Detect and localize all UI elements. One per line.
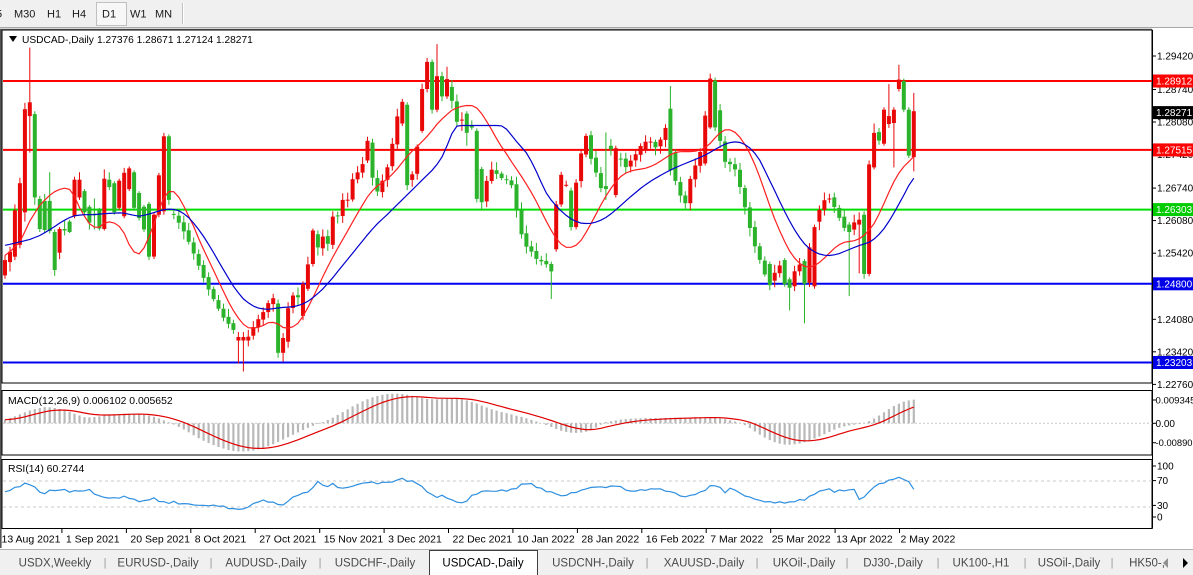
svg-text:13 Apr 2022: 13 Apr 2022 (836, 534, 893, 546)
svg-text:MN: MN (155, 9, 172, 21)
svg-text:1.23203: 1.23203 (1156, 358, 1193, 369)
svg-text:1.26740: 1.26740 (1157, 184, 1193, 195)
svg-text:1.28080: 1.28080 (1157, 118, 1193, 129)
svg-text:H4: H4 (72, 9, 86, 21)
svg-text:-0.008902: -0.008902 (1156, 437, 1193, 448)
svg-text:UK100-,H1: UK100-,H1 (953, 558, 1010, 570)
svg-text:1.28740: 1.28740 (1157, 85, 1193, 96)
svg-text:USDCAD-,Daily: USDCAD-,Daily (442, 558, 523, 570)
svg-text:3 Dec 2021: 3 Dec 2021 (388, 534, 442, 546)
svg-text:USDCHF-,Daily: USDCHF-,Daily (335, 558, 416, 570)
svg-text:DJ30-,Daily: DJ30-,Daily (863, 558, 923, 570)
svg-text:D1: D1 (102, 9, 116, 21)
svg-text:100: 100 (1157, 462, 1174, 473)
svg-text:2 May 2022: 2 May 2022 (901, 534, 956, 546)
svg-text:USDCNH-,Daily: USDCNH-,Daily (552, 558, 634, 570)
svg-text:USDX,Weekly: USDX,Weekly (19, 558, 92, 570)
svg-text:|: | (1024, 557, 1027, 569)
svg-text:1.27515: 1.27515 (1156, 145, 1193, 156)
svg-text:15 Nov 2021: 15 Nov 2021 (324, 534, 384, 546)
svg-text:22 Dec 2021: 22 Dec 2021 (453, 534, 513, 546)
svg-text:0.009345: 0.009345 (1156, 396, 1193, 407)
svg-text:|: | (646, 557, 649, 569)
svg-text:1.29420: 1.29420 (1157, 52, 1193, 63)
svg-text:XAUUSD-,Daily: XAUUSD-,Daily (664, 558, 745, 570)
svg-text:RSI(14) 60.2744: RSI(14) 60.2744 (8, 464, 84, 475)
svg-text:MACD(12,26,9) 0.006102 0.00565: MACD(12,26,9) 0.006102 0.005652 (8, 396, 173, 407)
svg-text:EURUSD-,Daily: EURUSD-,Daily (117, 558, 198, 570)
svg-text:1.28912: 1.28912 (1156, 77, 1193, 88)
svg-text:10 Jan 2022: 10 Jan 2022 (517, 534, 575, 546)
svg-text:AUDUSD-,Daily: AUDUSD-,Daily (225, 558, 306, 570)
svg-text:W1: W1 (130, 9, 147, 21)
svg-text:1.22760: 1.22760 (1157, 380, 1193, 391)
svg-text:28 Jan 2022: 28 Jan 2022 (581, 534, 639, 546)
svg-text:|: | (319, 557, 322, 569)
svg-text:|: | (937, 557, 940, 569)
svg-text:|: | (210, 557, 213, 569)
svg-text:5: 5 (0, 9, 2, 21)
svg-text:|: | (1111, 557, 1114, 569)
svg-text:1.25420: 1.25420 (1157, 249, 1193, 260)
svg-text:1.28271: 1.28271 (1156, 108, 1193, 119)
svg-text:27 Oct 2021: 27 Oct 2021 (259, 534, 316, 546)
svg-text:25 Mar 2022: 25 Mar 2022 (772, 534, 831, 546)
svg-text:8 Oct 2021: 8 Oct 2021 (195, 534, 247, 546)
svg-text:20 Sep 2021: 20 Sep 2021 (130, 534, 190, 546)
svg-text:7 Mar 2022: 7 Mar 2022 (710, 534, 763, 546)
svg-text:70: 70 (1157, 476, 1169, 487)
svg-text:1.27376 1.28671 1.27124 1.2827: 1.27376 1.28671 1.27124 1.28271 (97, 35, 253, 46)
svg-text:1.26080: 1.26080 (1157, 216, 1193, 227)
svg-text:30: 30 (1157, 501, 1169, 512)
svg-text:1.24800: 1.24800 (1156, 279, 1193, 290)
svg-text:0: 0 (1157, 513, 1163, 524)
svg-text:1.23420: 1.23420 (1157, 347, 1193, 358)
svg-text:USDCAD-,Daily: USDCAD-,Daily (22, 35, 95, 46)
svg-text:USOil-,Daily: USOil-,Daily (1038, 558, 1101, 570)
svg-text:1.24080: 1.24080 (1157, 315, 1193, 326)
svg-text:13 Aug 2021: 13 Aug 2021 (2, 534, 61, 546)
svg-text:|: | (756, 557, 759, 569)
svg-text:HK50-,: HK50-, (1129, 558, 1165, 570)
svg-text:16 Feb 2022: 16 Feb 2022 (646, 534, 705, 546)
svg-text:1.26303: 1.26303 (1156, 205, 1193, 216)
svg-text:1 Sep 2021: 1 Sep 2021 (66, 534, 120, 546)
svg-text:0.00: 0.00 (1156, 419, 1176, 430)
svg-text:M30: M30 (14, 9, 35, 21)
svg-text:|: | (846, 557, 849, 569)
svg-text:|: | (104, 557, 107, 569)
svg-text:UKOil-,Daily: UKOil-,Daily (773, 558, 836, 570)
svg-text:H1: H1 (47, 9, 61, 21)
